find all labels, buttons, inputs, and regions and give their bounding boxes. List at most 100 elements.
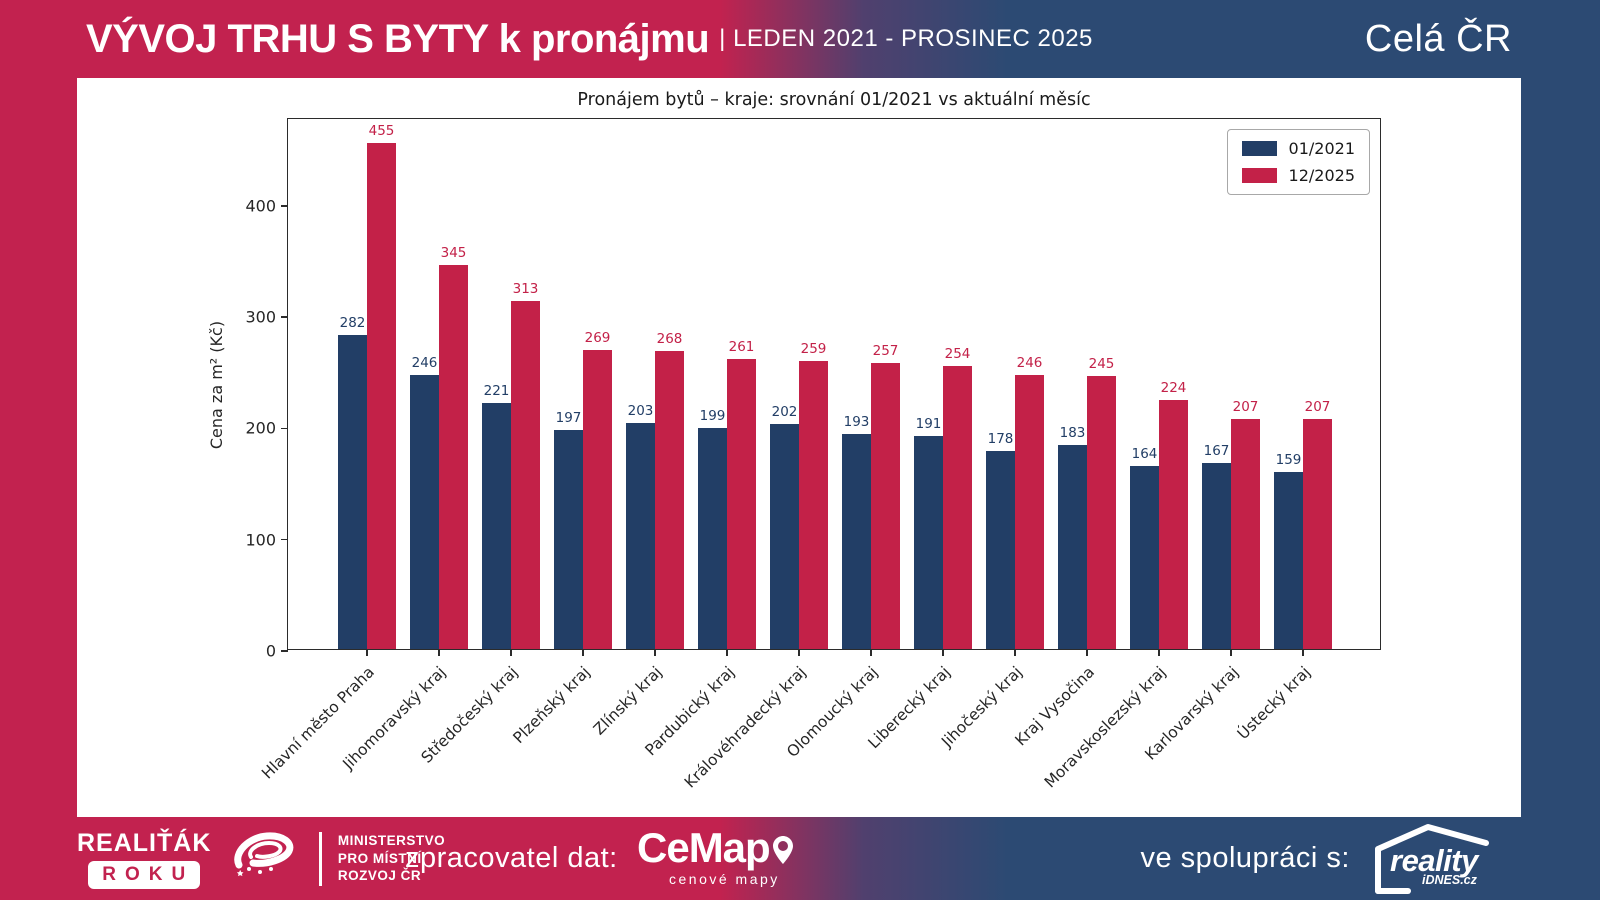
x-tick-mark — [366, 649, 368, 656]
bar-value-label: 246 — [1016, 355, 1043, 372]
legend-label: 12/2025 — [1288, 166, 1355, 185]
bar-value-label: 167 — [1203, 443, 1230, 460]
bar-value-label: 261 — [728, 338, 755, 355]
bar-value-label: 183 — [1059, 425, 1086, 442]
bar-value-label: 178 — [987, 430, 1014, 447]
reality-wordmark: reality — [1390, 842, 1478, 878]
ministry-line: ROZVOJ ČR — [337, 868, 422, 884]
region-label: Celá ČR — [1364, 17, 1512, 60]
data-provider-label: zpracovatel dat: — [405, 842, 618, 874]
bar-12/2025 — [1015, 375, 1044, 649]
footer-collaboration: ve spolupráci s: reality iDNES.cz — [1141, 817, 1493, 900]
bar-12/2025 — [727, 358, 756, 649]
bar-01/2021 — [770, 424, 799, 649]
mmr-swirl-icon — [227, 827, 297, 890]
bar-value-label: 345 — [440, 245, 467, 262]
y-axis-label: Cena za m² (Kč) — [206, 320, 226, 450]
realitak-label: REALIŤÁK — [77, 828, 212, 857]
bar-value-label: 197 — [555, 409, 582, 426]
bar-value-label: 164 — [1131, 446, 1158, 463]
bar-value-label: 257 — [872, 342, 899, 359]
ministry-logo-text: MINISTERSTVO PRO MÍSTNÍ ROZVOJ ČR — [338, 832, 445, 885]
bar-value-label: 191 — [915, 416, 942, 433]
y-tick-mark — [281, 538, 288, 541]
bar-value-label: 259 — [800, 340, 827, 357]
legend-swatch — [1241, 168, 1277, 183]
x-tick-mark — [510, 649, 512, 656]
y-tick-mark — [281, 316, 288, 318]
bar-01/2021 — [410, 375, 439, 649]
chart-title: Pronájem bytů – kraje: srovnání 01/2021 … — [577, 90, 1091, 110]
x-tick-mark — [870, 649, 872, 656]
bar-01/2021 — [986, 450, 1015, 649]
bar-12/2025 — [1087, 376, 1116, 649]
bar-12/2025 — [439, 265, 468, 649]
x-tick-mark — [1230, 649, 1232, 656]
bar-01/2021 — [1130, 466, 1159, 649]
realitak-roku-logo: REALIŤÁK ROKU — [77, 829, 211, 889]
cemap-pin-icon — [772, 831, 793, 873]
bar-value-label: 207 — [1304, 398, 1331, 415]
cemap-wordmark: CeMap — [637, 827, 793, 873]
bar-value-label: 455 — [368, 122, 395, 139]
idnes-wordmark: iDNES.cz — [1422, 872, 1477, 887]
bar-01/2021 — [914, 436, 943, 649]
page-title: VÝVOJ TRHU S BYTY k pronájmu — [86, 16, 710, 61]
x-tick-mark — [654, 649, 656, 656]
bar-12/2025 — [943, 366, 972, 649]
cemap-tagline: cenové mapy — [669, 871, 780, 887]
y-tick-label: 0 — [265, 641, 276, 661]
x-tick-label: Zlínský kraj — [590, 663, 666, 739]
footer-partners: REALIŤÁK ROKU MINISTERSTVO PRO MÍSTNÍ — [77, 817, 445, 900]
bar-01/2021 — [1274, 472, 1303, 649]
x-tick-label: Plzeňský kraj — [509, 663, 594, 748]
bar-value-label: 221 — [483, 383, 510, 400]
roku-badge: ROKU — [88, 860, 201, 889]
bar-12/2025 — [367, 142, 396, 649]
bar-chart-plot-area: Cena za m² (Kč) 01/2021 12/2025 0 100 200 30… — [207, 118, 1381, 792]
bar-12/2025 — [583, 349, 612, 649]
bar-12/2025 — [655, 350, 684, 649]
bar-01/2021 — [626, 423, 655, 649]
page-subtitle: | LEDEN 2021 - PROSINEC 2025 — [719, 25, 1093, 52]
y-tick-mark — [281, 650, 288, 652]
bar-01/2021 — [1058, 445, 1087, 649]
bar-01/2021 — [698, 427, 727, 649]
footer: REALIŤÁK ROKU MINISTERSTVO PRO MÍSTNÍ — [0, 817, 1600, 900]
bar-value-label: 159 — [1275, 452, 1302, 469]
x-tick-mark — [942, 649, 944, 656]
cemap-logo: CeMap cenové mapy — [637, 827, 793, 887]
x-tick-mark — [1014, 649, 1016, 656]
x-tick-label: Moravskoslezský kraj — [1041, 663, 1170, 792]
bar-value-label: 245 — [1088, 356, 1115, 373]
bar-value-label: 202 — [771, 404, 798, 421]
bar-value-label: 199 — [699, 407, 726, 424]
y-tick-label: 100 — [245, 530, 276, 550]
footer-divider — [319, 831, 322, 886]
legend-entry: 01/2021 — [1241, 139, 1355, 158]
x-tick-mark — [726, 649, 728, 656]
x-tick-mark — [1302, 649, 1304, 656]
bar-value-label: 246 — [411, 355, 438, 372]
bar-12/2025 — [799, 360, 828, 649]
bar-value-label: 254 — [944, 346, 971, 363]
bar-01/2021 — [482, 403, 511, 649]
legend-label: 01/2021 — [1288, 139, 1355, 158]
bar-value-label: 269 — [584, 329, 611, 346]
y-tick-mark — [281, 205, 288, 207]
collaboration-label: ve spolupráci s: — [1140, 842, 1350, 874]
bar-value-label: 203 — [627, 403, 654, 420]
y-tick-label: 300 — [245, 307, 276, 327]
bar-12/2025 — [1159, 399, 1188, 649]
x-tick-mark — [1158, 649, 1160, 656]
reality-idnes-logo: reality iDNES.cz — [1364, 823, 1492, 895]
bar-01/2021 — [842, 434, 871, 649]
x-tick-mark — [582, 649, 584, 656]
x-tick-mark — [438, 649, 440, 656]
bar-value-label: 313 — [512, 280, 539, 297]
bar-value-label: 224 — [1160, 379, 1187, 396]
bar-12/2025 — [871, 362, 900, 649]
cemap-name-text: CeMap — [637, 824, 771, 871]
x-tick-label: Ústecký kraj — [1233, 663, 1314, 744]
chart-legend: 01/2021 12/2025 — [1226, 129, 1370, 195]
